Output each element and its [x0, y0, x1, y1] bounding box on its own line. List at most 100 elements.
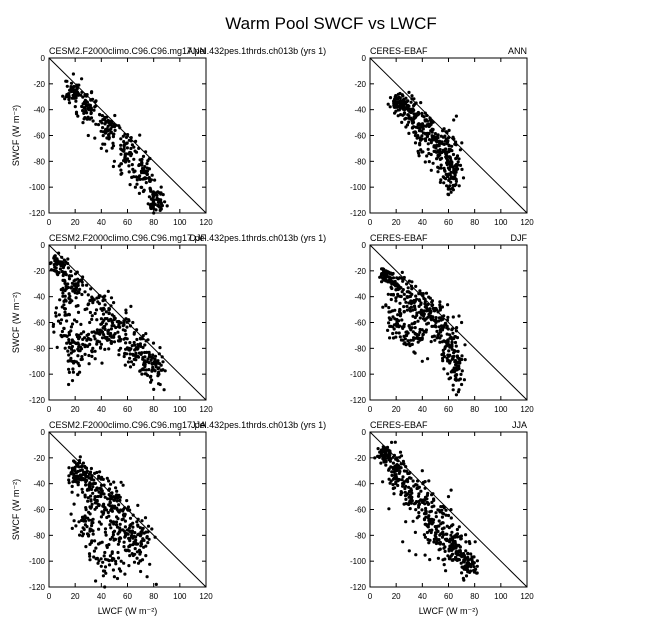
scatter-point	[82, 111, 86, 115]
scatter-point	[70, 466, 75, 470]
scatter-point	[98, 340, 102, 344]
scatter-point	[86, 499, 90, 503]
scatter-point	[131, 521, 135, 525]
scatter-point	[91, 532, 95, 536]
scatter-point	[119, 143, 123, 147]
scatter-point	[447, 150, 451, 154]
scatter-point	[151, 362, 155, 366]
scatter-point	[90, 90, 94, 94]
scatter-point	[119, 321, 123, 325]
scatter-point	[443, 545, 447, 549]
scatter-point	[73, 272, 78, 276]
scatter-point	[95, 328, 99, 332]
y-tick-label: -80	[354, 344, 366, 353]
scatter-point	[447, 144, 451, 148]
scatter-point	[404, 520, 408, 524]
scatter-point	[416, 340, 420, 344]
scatter-point	[414, 101, 418, 105]
scatter-point	[138, 550, 143, 554]
scatter-point	[69, 325, 73, 329]
scatter-point	[101, 504, 105, 508]
scatter-point	[451, 152, 456, 157]
scatter-point	[113, 317, 117, 321]
scatter-point	[126, 133, 130, 137]
scatter-point	[130, 163, 134, 167]
scatter-point	[423, 160, 427, 164]
scatter-point	[447, 193, 451, 197]
scatter-point	[392, 283, 396, 287]
scatter-point	[79, 332, 83, 336]
scatter-point	[446, 513, 451, 518]
scatter-point	[384, 269, 388, 273]
scatter-point	[135, 556, 139, 560]
scatter-point	[394, 299, 398, 303]
scatter-point	[63, 310, 67, 314]
scatter-point	[79, 357, 83, 362]
scatter-point	[402, 310, 406, 314]
scatter-point	[446, 341, 450, 345]
scatter-point	[418, 316, 422, 320]
y-tick-label: 0	[41, 241, 46, 250]
scatter-point	[81, 95, 85, 99]
scatter-point	[430, 138, 434, 142]
x-tick-label: 60	[444, 405, 453, 414]
scatter-point	[74, 341, 78, 346]
scatter-point	[458, 545, 462, 549]
scatter-point	[63, 279, 67, 283]
scatter-point	[421, 294, 425, 298]
scatter-point	[93, 100, 97, 104]
scatter-point	[105, 476, 109, 480]
scatter-point	[96, 502, 100, 506]
scatter-point	[60, 329, 64, 334]
x-tick-label: 0	[47, 218, 52, 227]
y-tick-label: -80	[33, 344, 45, 353]
scatter-point	[448, 359, 452, 363]
scatter-point	[87, 552, 92, 556]
scatter-point	[449, 190, 453, 194]
scatter-point	[98, 470, 102, 474]
scatter-point	[427, 541, 431, 545]
scatter-point	[83, 514, 87, 518]
scatter-point	[99, 317, 103, 321]
scatter-point	[87, 510, 91, 514]
scatter-point	[413, 114, 417, 118]
scatter-point	[473, 569, 477, 574]
scatter-point	[395, 468, 399, 472]
scatter-point	[81, 109, 85, 113]
scatter-point	[84, 94, 89, 98]
scatter-point	[147, 195, 151, 199]
y-tick-label: 0	[41, 54, 46, 63]
scatter-point	[94, 495, 98, 499]
scatter-point	[91, 517, 95, 521]
y-tick-label: -100	[350, 183, 367, 192]
scatter-point	[94, 557, 98, 561]
scatter-point	[441, 530, 445, 534]
scatter-point	[73, 92, 77, 96]
scatter-point	[76, 483, 80, 487]
x-tick-label: 0	[368, 218, 373, 227]
scatter-point	[61, 291, 65, 295]
scatter-point	[401, 459, 405, 463]
panel-left-label: CERES-EBAF	[370, 420, 428, 430]
scatter-point	[89, 528, 93, 532]
scatter-point	[60, 255, 64, 259]
scatter-point	[436, 165, 440, 169]
scatter-point	[119, 147, 123, 151]
scatter-point	[144, 554, 148, 558]
scatter-point	[144, 530, 148, 534]
scatter-point	[72, 519, 76, 523]
scatter-point	[404, 465, 408, 469]
scatter-point	[79, 93, 83, 97]
scatter-point	[419, 101, 423, 105]
scatter-point	[403, 337, 407, 341]
scatter-point	[442, 563, 446, 567]
x-tick-label: 100	[494, 218, 508, 227]
scatter-point	[150, 173, 154, 177]
scatter-point	[132, 332, 136, 336]
scatter-point	[124, 317, 128, 321]
y-tick-label: -40	[354, 106, 366, 115]
scatter-point	[129, 347, 133, 351]
scatter-point	[128, 356, 132, 360]
scatter-point	[137, 175, 141, 179]
scatter-point	[444, 569, 448, 573]
